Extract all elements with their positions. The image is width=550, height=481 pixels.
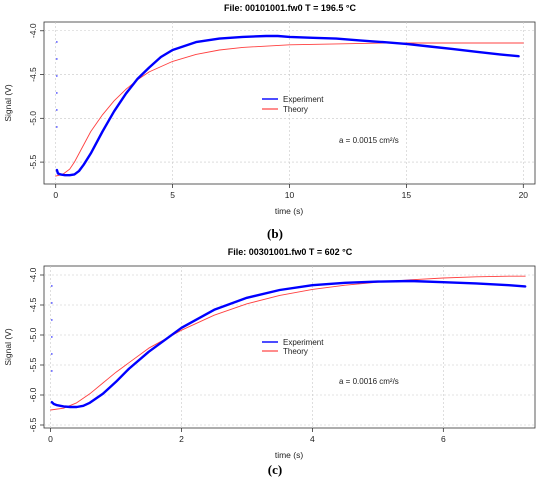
x-tick-label: 0 bbox=[53, 190, 58, 200]
x-tick-label: 10 bbox=[285, 190, 295, 200]
series-point-experiment-spike bbox=[51, 319, 53, 321]
diffusivity-annotation: a = 0.0015 cm²/s bbox=[339, 136, 399, 145]
chart-panel-c: File: 00301001.fw0 T = 602 °C -4.0 -4.5 -5… bbox=[3, 247, 536, 477]
y-tick-label: -4.0 bbox=[28, 267, 38, 282]
series-point-experiment-spike bbox=[51, 353, 53, 355]
x-tick-label: 5 bbox=[170, 190, 175, 200]
chart-panel-b: File: 00101001.fw0 T = 196.5 °C -4.0 -4.5… bbox=[3, 3, 536, 241]
x-axis-ticks: 0 2 4 6 bbox=[48, 428, 446, 444]
diffusivity-annotation: a = 0.0016 cm²/s bbox=[339, 377, 399, 386]
y-tick-label: -5.5 bbox=[28, 357, 38, 372]
panel-caption: (c) bbox=[268, 462, 282, 477]
y-tick-label: -4.5 bbox=[28, 67, 38, 82]
legend: Experiment Theory bbox=[262, 338, 324, 356]
x-tick-label: 2 bbox=[179, 434, 184, 444]
series-line-theory bbox=[50, 275, 526, 411]
x-tick-label: 4 bbox=[310, 434, 315, 444]
panel-caption: (b) bbox=[267, 226, 283, 241]
x-axis-label: time (s) bbox=[275, 450, 304, 460]
series-point-experiment-spike bbox=[56, 41, 58, 43]
y-tick-label: -5.0 bbox=[28, 111, 38, 126]
legend: Experiment Theory bbox=[262, 95, 324, 114]
grid bbox=[44, 22, 535, 184]
x-axis-label: time (s) bbox=[275, 206, 304, 216]
y-tick-label: -5.5 bbox=[28, 155, 38, 170]
series-point-experiment-spike bbox=[56, 75, 58, 77]
series-point-experiment-spike bbox=[51, 370, 53, 372]
y-axis-label: Signal (V) bbox=[3, 328, 13, 365]
series-point-experiment-spike bbox=[51, 336, 53, 338]
legend-label-experiment: Experiment bbox=[283, 95, 324, 104]
legend-label-experiment: Experiment bbox=[283, 338, 324, 347]
plot-frame bbox=[43, 265, 536, 429]
series-line-theory bbox=[55, 42, 524, 177]
series-point-experiment-spike bbox=[56, 92, 58, 94]
y-axis-label: Signal (V) bbox=[3, 84, 13, 121]
x-axis-ticks: 0 5 10 15 20 bbox=[53, 184, 528, 200]
legend-label-theory: Theory bbox=[283, 347, 308, 356]
y-tick-label: -6.5 bbox=[28, 417, 38, 432]
series-point-experiment-spike bbox=[56, 58, 58, 60]
chart-title: File: 00101001.fw0 T = 196.5 °C bbox=[224, 3, 356, 13]
y-axis-ticks: -4.0 -4.5 -5.0 -5.5 bbox=[28, 23, 44, 169]
series-line-experiment bbox=[50, 279, 527, 409]
x-tick-label: 6 bbox=[441, 434, 446, 444]
chart-title: File: 00301001.fw0 T = 602 °C bbox=[228, 247, 353, 257]
series-point-experiment-spike bbox=[51, 302, 53, 304]
x-tick-label: 0 bbox=[48, 434, 53, 444]
y-tick-label: -6.0 bbox=[28, 387, 38, 402]
y-tick-label: -4.5 bbox=[28, 297, 38, 312]
series-point-experiment-spike bbox=[56, 126, 58, 128]
y-axis-ticks: -4.0 -4.5 -5.0 -5.5 -6.0 -6.5 bbox=[28, 267, 44, 432]
series-layer bbox=[50, 275, 527, 411]
legend-label-theory: Theory bbox=[283, 105, 308, 114]
series-point-experiment-spike bbox=[56, 109, 58, 111]
y-tick-label: -4.0 bbox=[28, 23, 38, 38]
series-point-experiment-spike bbox=[51, 285, 53, 287]
y-tick-label: -5.0 bbox=[28, 327, 38, 342]
x-tick-label: 15 bbox=[402, 190, 412, 200]
series-line-experiment bbox=[55, 34, 520, 177]
x-tick-label: 20 bbox=[519, 190, 529, 200]
series-layer bbox=[55, 34, 524, 177]
